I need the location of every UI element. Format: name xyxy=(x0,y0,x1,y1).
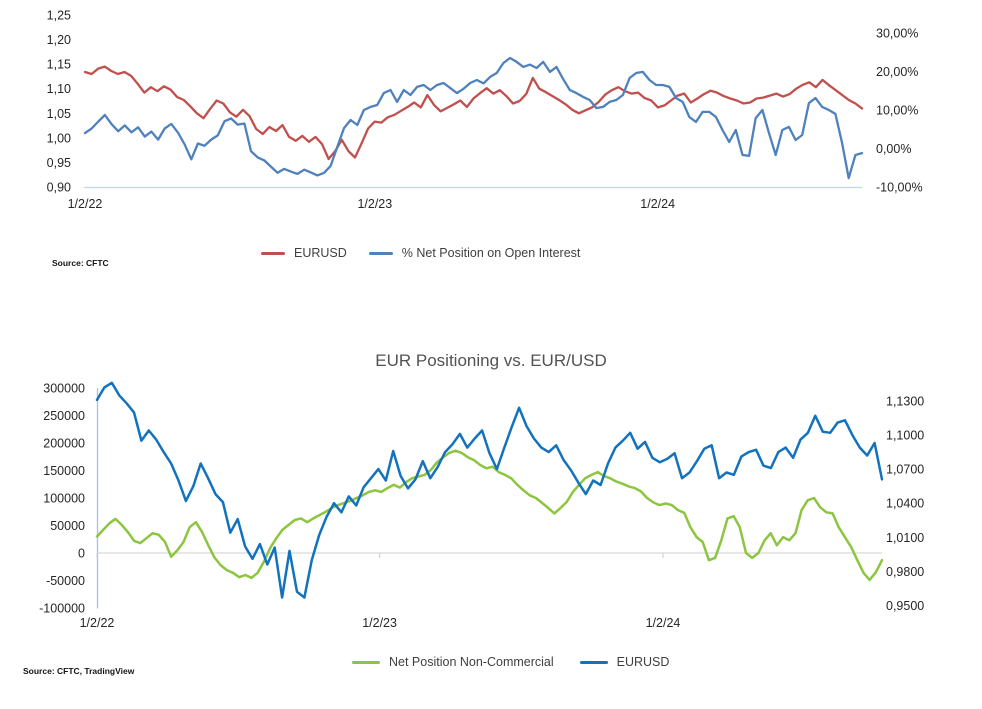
right-axis-tick-label: 1,0400 xyxy=(886,497,924,511)
right-axis-tick-label: 30,00% xyxy=(876,27,918,41)
eurusd-line-swatch-icon xyxy=(261,251,285,255)
right-axis-tick-label: 1,0700 xyxy=(886,463,924,477)
series-line-eurusd xyxy=(95,381,884,599)
legend-label-eurusd: EURUSD xyxy=(294,246,347,260)
bottom-chart-title: EUR Positioning vs. EUR/USD xyxy=(375,351,607,370)
top-chart-legend: EURUSD % Net Position on Open Interest xyxy=(261,246,580,260)
left-axis-tick-label: 200000 xyxy=(43,437,85,451)
legend-label-eurusd-bottom: EURUSD xyxy=(616,655,670,669)
left-axis-tick-label: -50000 xyxy=(46,574,85,588)
right-axis-tick-label: 1,0100 xyxy=(886,531,924,545)
left-axis-tick-label: 300000 xyxy=(43,382,85,396)
left-axis-tick-label: 150000 xyxy=(43,464,85,478)
right-axis-tick-label: -10,00% xyxy=(876,181,923,195)
x-axis-tick-label: 1/2/22 xyxy=(68,197,103,211)
left-axis-tick-label: 0,90 xyxy=(47,181,71,195)
right-axis-tick-label: 20,00% xyxy=(876,65,918,79)
eurusd-bottom-line-swatch-icon xyxy=(579,660,608,664)
series-line-net-position-non-commercial xyxy=(95,449,884,582)
legend-item-eurusd: EURUSD xyxy=(261,246,347,260)
bottom-chart-canvas: 300000 250000 200000 150000 100000 50000 0 -500… xyxy=(39,381,924,631)
legend-item-eurusd-bottom: EURUSD xyxy=(579,655,670,669)
legend-item-net-position-noncommercial: Net Position Non-Commercial xyxy=(352,655,554,669)
left-axis-tick-label: 0,95 xyxy=(47,156,71,170)
right-axis-tick-label: 1,1300 xyxy=(886,395,924,409)
right-axis-tick-label: 0,9800 xyxy=(886,565,924,579)
left-axis-tick-label: 50000 xyxy=(50,519,85,533)
x-axis-tick-label: 1/2/24 xyxy=(640,197,675,211)
left-axis-tick-label: 1,00 xyxy=(47,131,71,145)
legend-item-net-position-pct: % Net Position on Open Interest xyxy=(368,246,581,260)
x-axis-tick-label: 1/2/24 xyxy=(646,616,681,630)
right-axis-tick-label: 1,1000 xyxy=(886,429,924,443)
left-axis-tick-label: 1,25 xyxy=(47,9,71,23)
left-axis-tick-label: 100000 xyxy=(43,492,85,506)
x-axis-tick-label: 1/2/22 xyxy=(80,616,115,630)
net-position-line-swatch-icon xyxy=(352,660,380,664)
left-axis-tick-label: 1,15 xyxy=(47,58,71,72)
top-chart-canvas: 1,25 1,20 1,15 1,10 1,05 1,00 0,95 0,90 30,00% 20… xyxy=(47,9,923,212)
left-axis-tick-label: 1,05 xyxy=(47,107,71,121)
bottom-chart-source: Source: CFTC, TradingView xyxy=(23,666,135,676)
x-axis-tick-label: 1/2/23 xyxy=(362,616,397,630)
left-axis-tick-label: 1,20 xyxy=(47,33,71,47)
left-axis-tick-label: 0 xyxy=(78,547,85,561)
x-axis-tick-label: 1/2/23 xyxy=(357,197,392,211)
left-axis-tick-label: -100000 xyxy=(39,602,85,616)
series-line--net-position-on-open-interest xyxy=(83,56,864,180)
legend-label-net-position-noncommercial: Net Position Non-Commercial xyxy=(389,655,554,669)
top-chart-source: Source: CFTC xyxy=(52,258,109,268)
left-axis-tick-label: 1,10 xyxy=(47,82,71,96)
right-axis-tick-label: 0,9500 xyxy=(886,599,924,613)
right-axis-tick-label: 0,00% xyxy=(876,142,911,156)
net-position-pct-line-swatch-icon xyxy=(368,251,393,255)
right-axis-tick-label: 10,00% xyxy=(876,104,918,118)
left-axis-tick-label: 250000 xyxy=(43,409,85,423)
series-line-eurusd xyxy=(83,65,864,161)
bottom-chart-legend: Net Position Non-Commercial EURUSD xyxy=(352,655,669,669)
legend-label-net-position-pct: % Net Position on Open Interest xyxy=(401,246,581,260)
